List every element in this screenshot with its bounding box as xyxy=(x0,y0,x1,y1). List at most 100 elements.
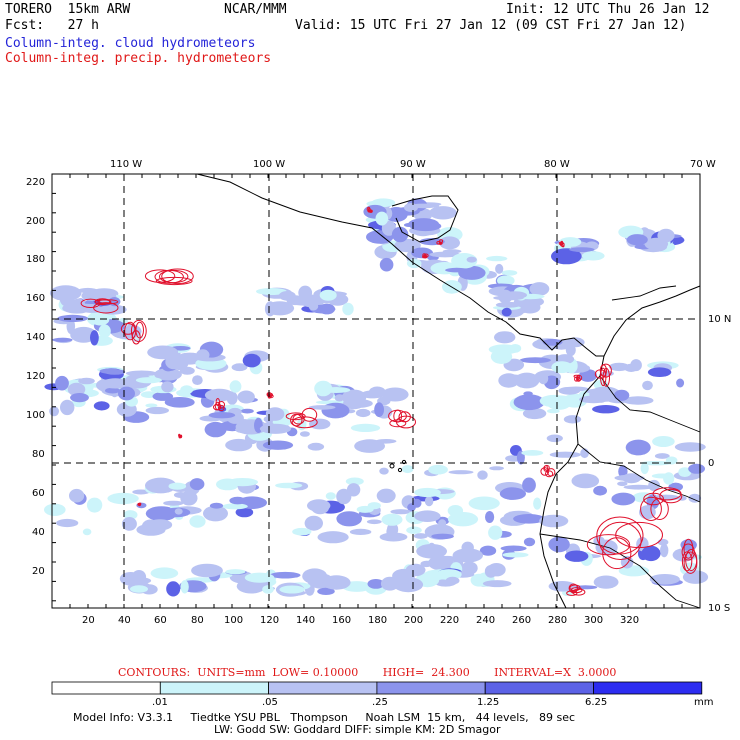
cloud-cell xyxy=(642,380,653,391)
cloud-cell xyxy=(404,203,418,212)
cloud-cell xyxy=(299,294,325,308)
precip-contour xyxy=(291,416,318,429)
y-tick-label: 80 xyxy=(32,449,45,460)
cloud-cell xyxy=(86,497,103,513)
cloud-cell xyxy=(500,487,523,500)
cloud-cell xyxy=(411,247,433,259)
colorbar xyxy=(51,681,703,695)
cloud-cell xyxy=(678,467,692,477)
cloud-cell xyxy=(93,401,110,411)
cloud-cell xyxy=(564,550,589,562)
colorbar-unit: mm xyxy=(694,697,714,708)
cloud-cell xyxy=(439,236,460,250)
cloud-cell xyxy=(374,402,384,418)
cloud-cell xyxy=(488,525,503,540)
precip-contour xyxy=(602,537,632,570)
precip-contour xyxy=(659,488,683,504)
cloud-cell xyxy=(145,406,169,415)
cloud-cell xyxy=(204,421,227,438)
cloud-cell xyxy=(354,439,385,453)
x-tick-label: 20 xyxy=(82,615,95,626)
cloud-cell xyxy=(502,552,529,558)
lon-label-70w: 70 W xyxy=(690,159,716,170)
cloud-cell xyxy=(523,391,533,396)
x-tick-label: 240 xyxy=(476,615,496,626)
cloud-cell xyxy=(59,291,75,307)
cloud-cell xyxy=(495,263,504,274)
cloud-cell xyxy=(485,511,495,523)
cloud-cell xyxy=(90,313,110,326)
cloud-cell xyxy=(424,496,434,507)
cloud-cell xyxy=(278,291,296,301)
cloud-cell xyxy=(165,354,183,370)
init-time: Init: 12 UTC Thu 26 Jan 12 xyxy=(506,2,710,17)
cloud-cell xyxy=(189,515,206,528)
cloud-cell xyxy=(676,378,685,388)
cloud-cell xyxy=(407,503,416,512)
cloud-cell xyxy=(429,206,457,220)
colorbar-swatch xyxy=(268,681,378,695)
cloud-cell xyxy=(495,302,521,308)
cloud-cell xyxy=(563,415,582,424)
precip-contour xyxy=(558,241,564,246)
cloud-cell xyxy=(308,405,336,410)
cloud-cell xyxy=(322,575,351,590)
cloud-cell xyxy=(494,331,516,344)
colorbar-label: .05 xyxy=(262,697,278,708)
cloud-cell xyxy=(367,579,385,589)
precip-contour xyxy=(218,404,225,412)
cloud-cell xyxy=(345,477,364,486)
cloud-cell xyxy=(123,510,138,520)
cloud-cell xyxy=(523,537,536,547)
cloud-cell xyxy=(551,361,573,374)
cloud-cell xyxy=(309,418,331,430)
cloud-cell xyxy=(179,366,195,375)
cloud-cell xyxy=(319,289,337,301)
physics-info: LW: Godd SW: Goddard DIFF: simple KM: 2D… xyxy=(214,723,501,736)
cloud-cell xyxy=(59,399,75,416)
cloud-cell xyxy=(622,396,654,405)
cloud-cell xyxy=(622,473,641,484)
cloud-cell xyxy=(647,367,672,378)
y-tick-label: 200 xyxy=(26,216,46,227)
cloud-cell xyxy=(244,422,254,429)
precip-contour xyxy=(398,411,411,423)
cloud-cell xyxy=(121,517,137,531)
lon-label-100w: 100 W xyxy=(253,159,286,170)
cloud-cell xyxy=(256,288,287,295)
cloud-cell xyxy=(509,344,522,353)
cloud-cell xyxy=(259,423,292,434)
cloud-cell xyxy=(428,464,448,475)
cloud-cell xyxy=(346,399,373,408)
lat-label-10s: 10 S xyxy=(708,603,731,614)
cloud-cell xyxy=(663,472,675,485)
cloud-cell xyxy=(307,499,331,512)
cloud-cell xyxy=(225,569,246,575)
x-tick-label: 280 xyxy=(548,615,568,626)
cloud-cell xyxy=(393,577,424,593)
colorbar-swatch xyxy=(376,681,486,695)
precip-contour xyxy=(540,467,550,476)
precip-contour xyxy=(683,551,698,574)
cloud-cell xyxy=(231,363,248,372)
cloud-cell xyxy=(375,211,389,226)
org-label: NCAR/MMM xyxy=(224,2,287,17)
cloud-cell xyxy=(350,423,381,432)
cloud-cell xyxy=(592,405,620,414)
x-tick-label: 120 xyxy=(260,615,280,626)
cloud-cell xyxy=(325,492,336,500)
y-tick-label: 220 xyxy=(26,177,46,188)
cloud-cell xyxy=(265,407,285,421)
x-tick-label: 140 xyxy=(296,615,316,626)
cloud-cell xyxy=(674,442,706,452)
cloud-cell xyxy=(189,478,205,491)
cloud-cell xyxy=(548,536,570,553)
colorbar-swatch xyxy=(593,681,703,695)
cloud-cell xyxy=(657,538,669,546)
precip-contour xyxy=(600,367,607,387)
cloud-cell xyxy=(479,545,497,556)
cloud-cell xyxy=(292,527,312,536)
cloud-cell xyxy=(614,389,630,401)
cloud-cell xyxy=(571,473,600,489)
colorbar-swatch xyxy=(51,681,161,695)
